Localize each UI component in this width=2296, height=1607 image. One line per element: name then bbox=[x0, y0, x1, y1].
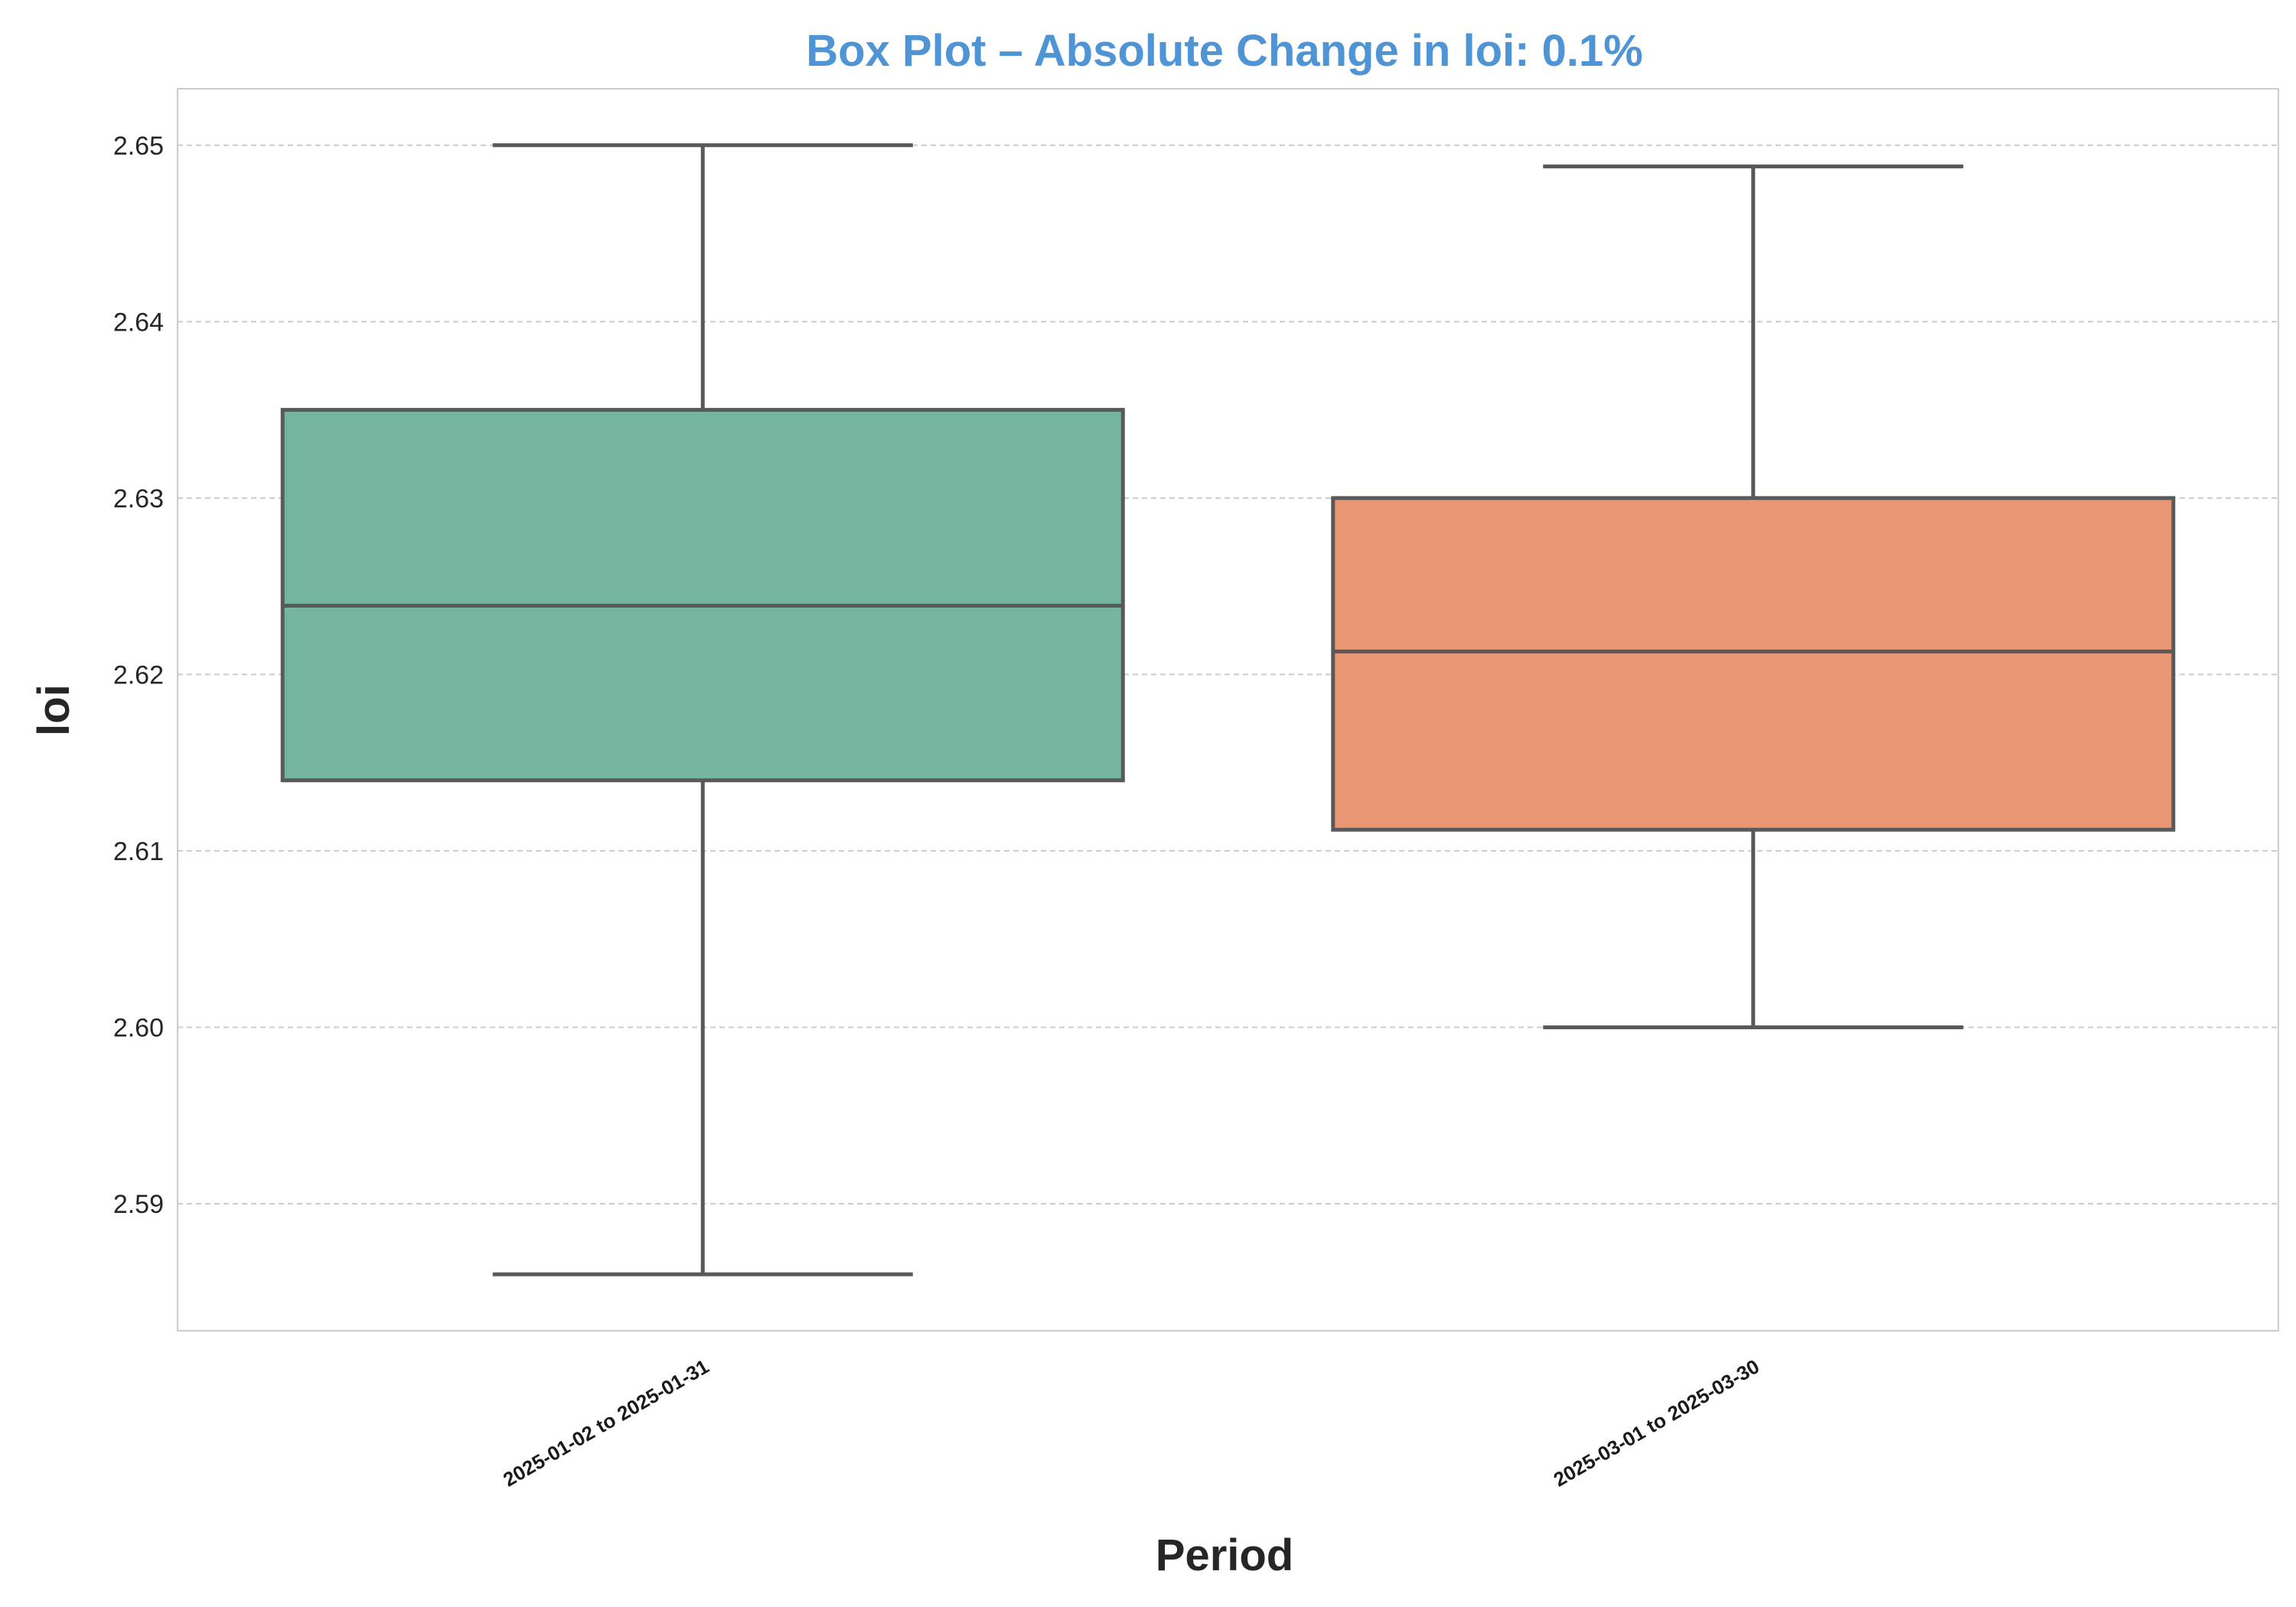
x-tick-label: 2025-01-02 to 2025-01-31 bbox=[499, 1354, 713, 1491]
y-tick-label: 2.61 bbox=[113, 837, 164, 866]
box-group bbox=[280, 143, 1125, 1276]
x-axis-label: Period bbox=[1156, 1530, 1294, 1580]
plot-area-frame bbox=[177, 88, 2279, 1332]
chart-title: Box Plot – Absolute Change in loi: 0.1% bbox=[806, 26, 1643, 76]
y-axis-ticks: 2.59 2.60 2.61 2.62 2.63 2.64 2.65 bbox=[113, 132, 164, 1219]
y-tick-label: 2.62 bbox=[113, 660, 164, 689]
box-group bbox=[1331, 164, 2176, 1029]
y-tick-label: 2.59 bbox=[113, 1190, 164, 1219]
y-tick-label: 2.65 bbox=[113, 132, 164, 161]
y-tick-label: 2.60 bbox=[113, 1013, 164, 1042]
box-plot-series bbox=[280, 143, 2176, 1276]
x-tick-label: 2025-03-01 to 2025-03-30 bbox=[1550, 1354, 1763, 1491]
box-iqr bbox=[1331, 496, 2176, 832]
y-axis-label: loi bbox=[29, 684, 79, 736]
x-axis-ticks: 2025-01-02 to 2025-01-31 2025-03-01 to 20… bbox=[499, 1354, 1763, 1491]
y-tick-label: 2.64 bbox=[113, 308, 164, 337]
y-tick-label: 2.63 bbox=[113, 484, 164, 513]
box-iqr bbox=[280, 408, 1125, 783]
